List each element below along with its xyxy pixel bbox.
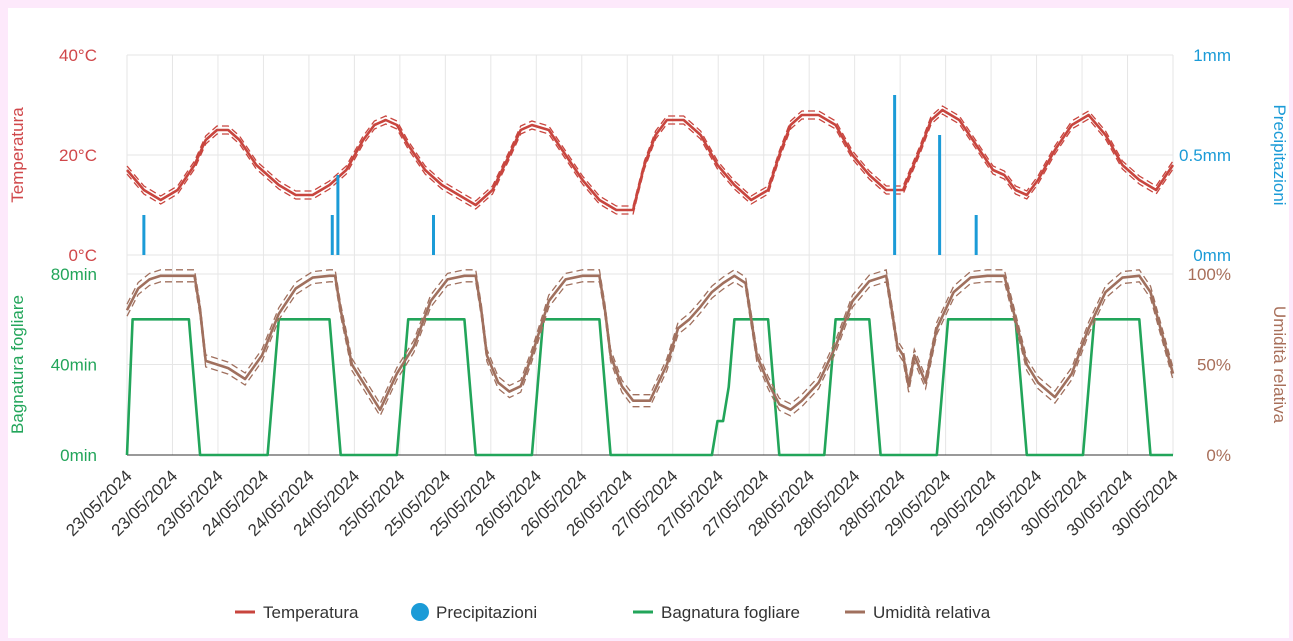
legend-label: Temperatura [263,603,359,622]
left-axis-tick-label: 0°C [68,246,97,265]
right-axis-tick-label: 0.5mm [1179,146,1231,165]
right-axis-tick-label: 0% [1206,446,1231,465]
humidity-line [125,274,1175,412]
series-max-line [126,268,1174,406]
series-min-line [126,113,1174,215]
legend-label: Bagnatura fogliare [661,603,800,622]
weather-chart: 0°C 20°C 40°C Temperatura 0min 40min 80min Bagn… [8,46,1289,622]
right-axis-tick-label: 100% [1188,265,1231,284]
right-axis-title: Precipitazioni [1270,104,1289,205]
left-axis-title: Temperatura [8,107,27,203]
left-axis-tick-label: 80min [51,265,97,284]
temperature-line [126,108,1175,212]
left-axis-tick-label: 40min [51,356,97,375]
right-axis-tick-label: 1mm [1193,46,1231,65]
legend-dot-marker [411,603,429,621]
leaf-wetness-line [125,318,1173,457]
left-axis-tick-label: 20°C [59,146,97,165]
left-axis-tick-label: 40°C [59,46,97,65]
legend-label: Umidità relativa [873,603,991,622]
left-axis-title: Bagnatura fogliare [8,295,27,434]
right-axis-tick-label: 50% [1197,356,1231,375]
right-axis-tick-label: 0mm [1193,246,1231,265]
right-axis-title: Umidità relativa [1270,306,1289,424]
series-min-line [126,280,1174,418]
left-axis-tick-label: 0min [60,446,97,465]
legend-label: Precipitazioni [436,603,537,622]
chart-card: 0°C 20°C 40°C Temperatura 0min 40min 80min Bagn… [8,8,1289,638]
